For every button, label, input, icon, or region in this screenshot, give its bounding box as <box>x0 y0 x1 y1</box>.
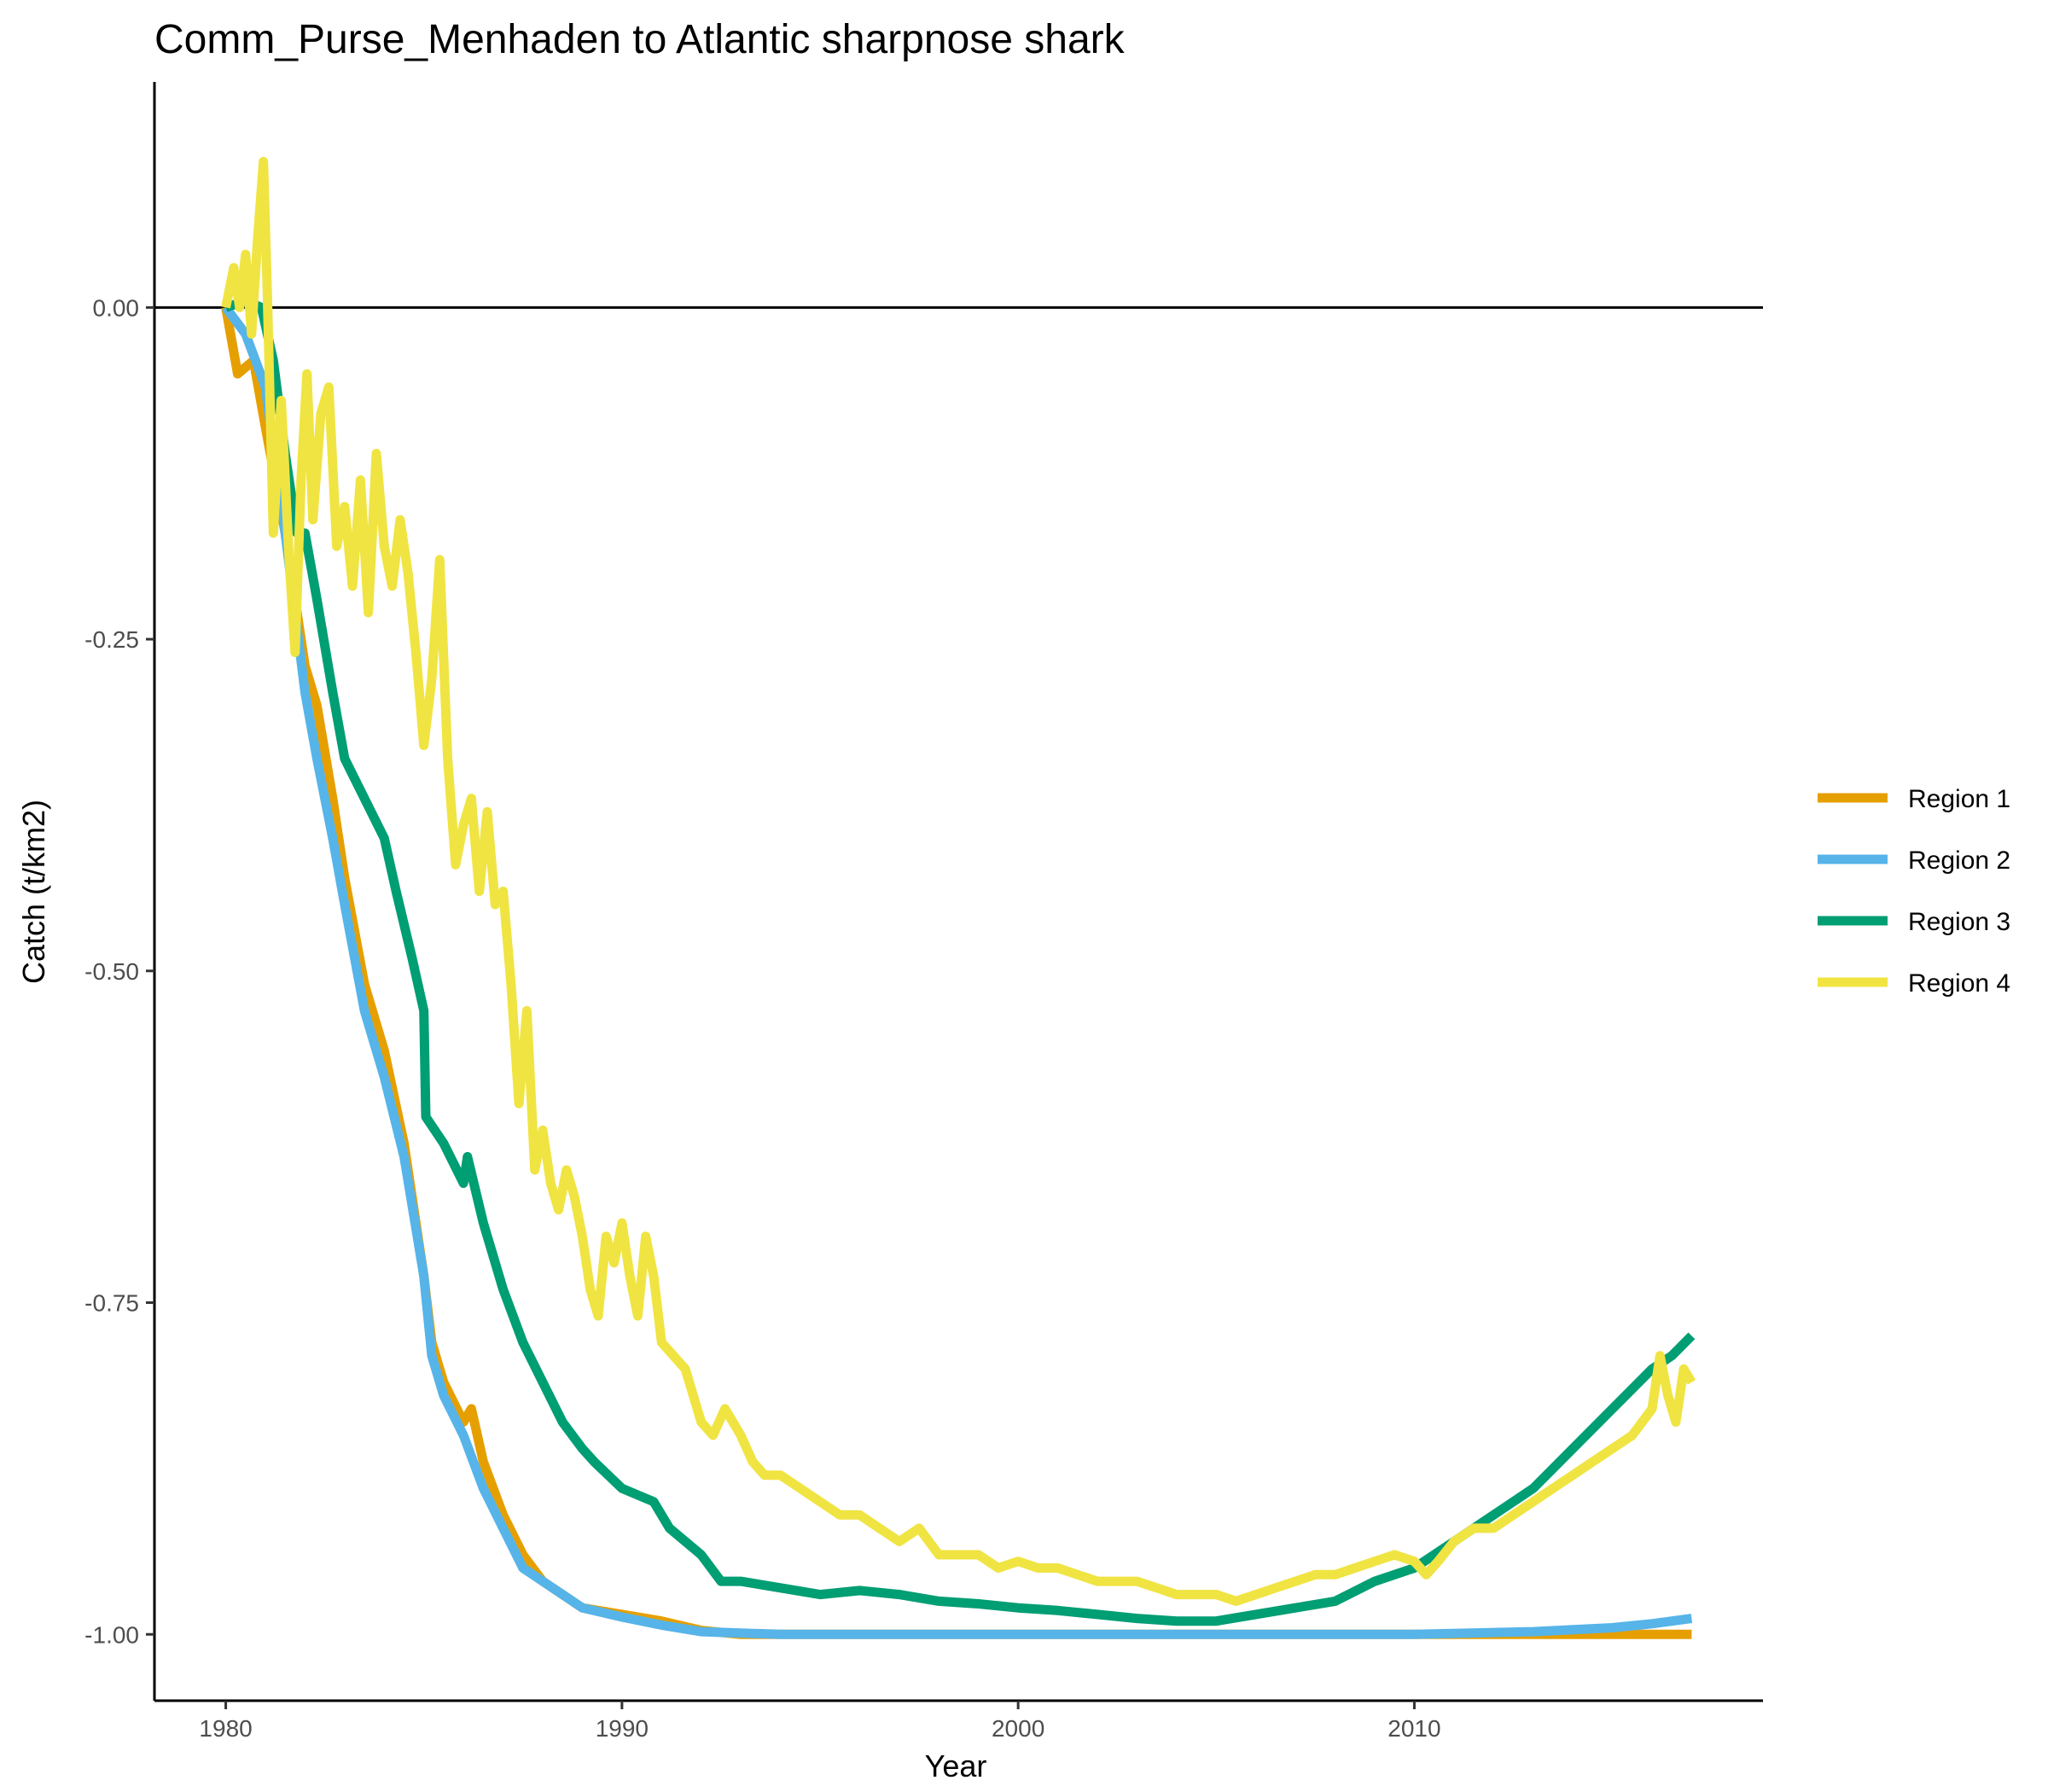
x-axis-ticks: 1980 1990 2000 2010 <box>199 1701 1441 1742</box>
y-axis-ticks: 0.00 -0.25 -0.50 -0.75 -1.00 <box>84 294 154 1648</box>
x-tick-label: 1980 <box>199 1715 252 1742</box>
x-tick-label: 2010 <box>1388 1715 1440 1742</box>
y-axis-title: Catch (t/km2) <box>16 800 51 984</box>
y-tick-label: 0.00 <box>93 294 140 321</box>
series-line-1 <box>221 306 1692 1639</box>
series-line-4 <box>221 156 1696 1606</box>
legend-label-1: Region 1 <box>1908 785 2010 813</box>
legend-label-4: Region 4 <box>1908 969 2010 998</box>
legend: Region 1 Region 2 Region 3 Region 4 <box>1818 785 2010 998</box>
legend-label-3: Region 3 <box>1908 908 2010 936</box>
y-tick-label: -0.25 <box>84 626 139 653</box>
y-tick-label: -0.75 <box>84 1290 139 1317</box>
x-axis-title: Year <box>925 1748 987 1783</box>
series-line-2 <box>222 305 1693 1639</box>
y-tick-label: -0.50 <box>84 958 139 985</box>
chart-title: Comm_Purse_Menhaden to Atlantic sharpnos… <box>154 17 1126 62</box>
series-line-3 <box>224 296 1696 1626</box>
legend-label-2: Region 2 <box>1908 847 2010 875</box>
x-tick-label: 2000 <box>992 1715 1044 1742</box>
x-tick-label: 1990 <box>596 1715 649 1742</box>
series-lines <box>221 156 1696 1639</box>
y-tick-label: -1.00 <box>84 1621 139 1648</box>
